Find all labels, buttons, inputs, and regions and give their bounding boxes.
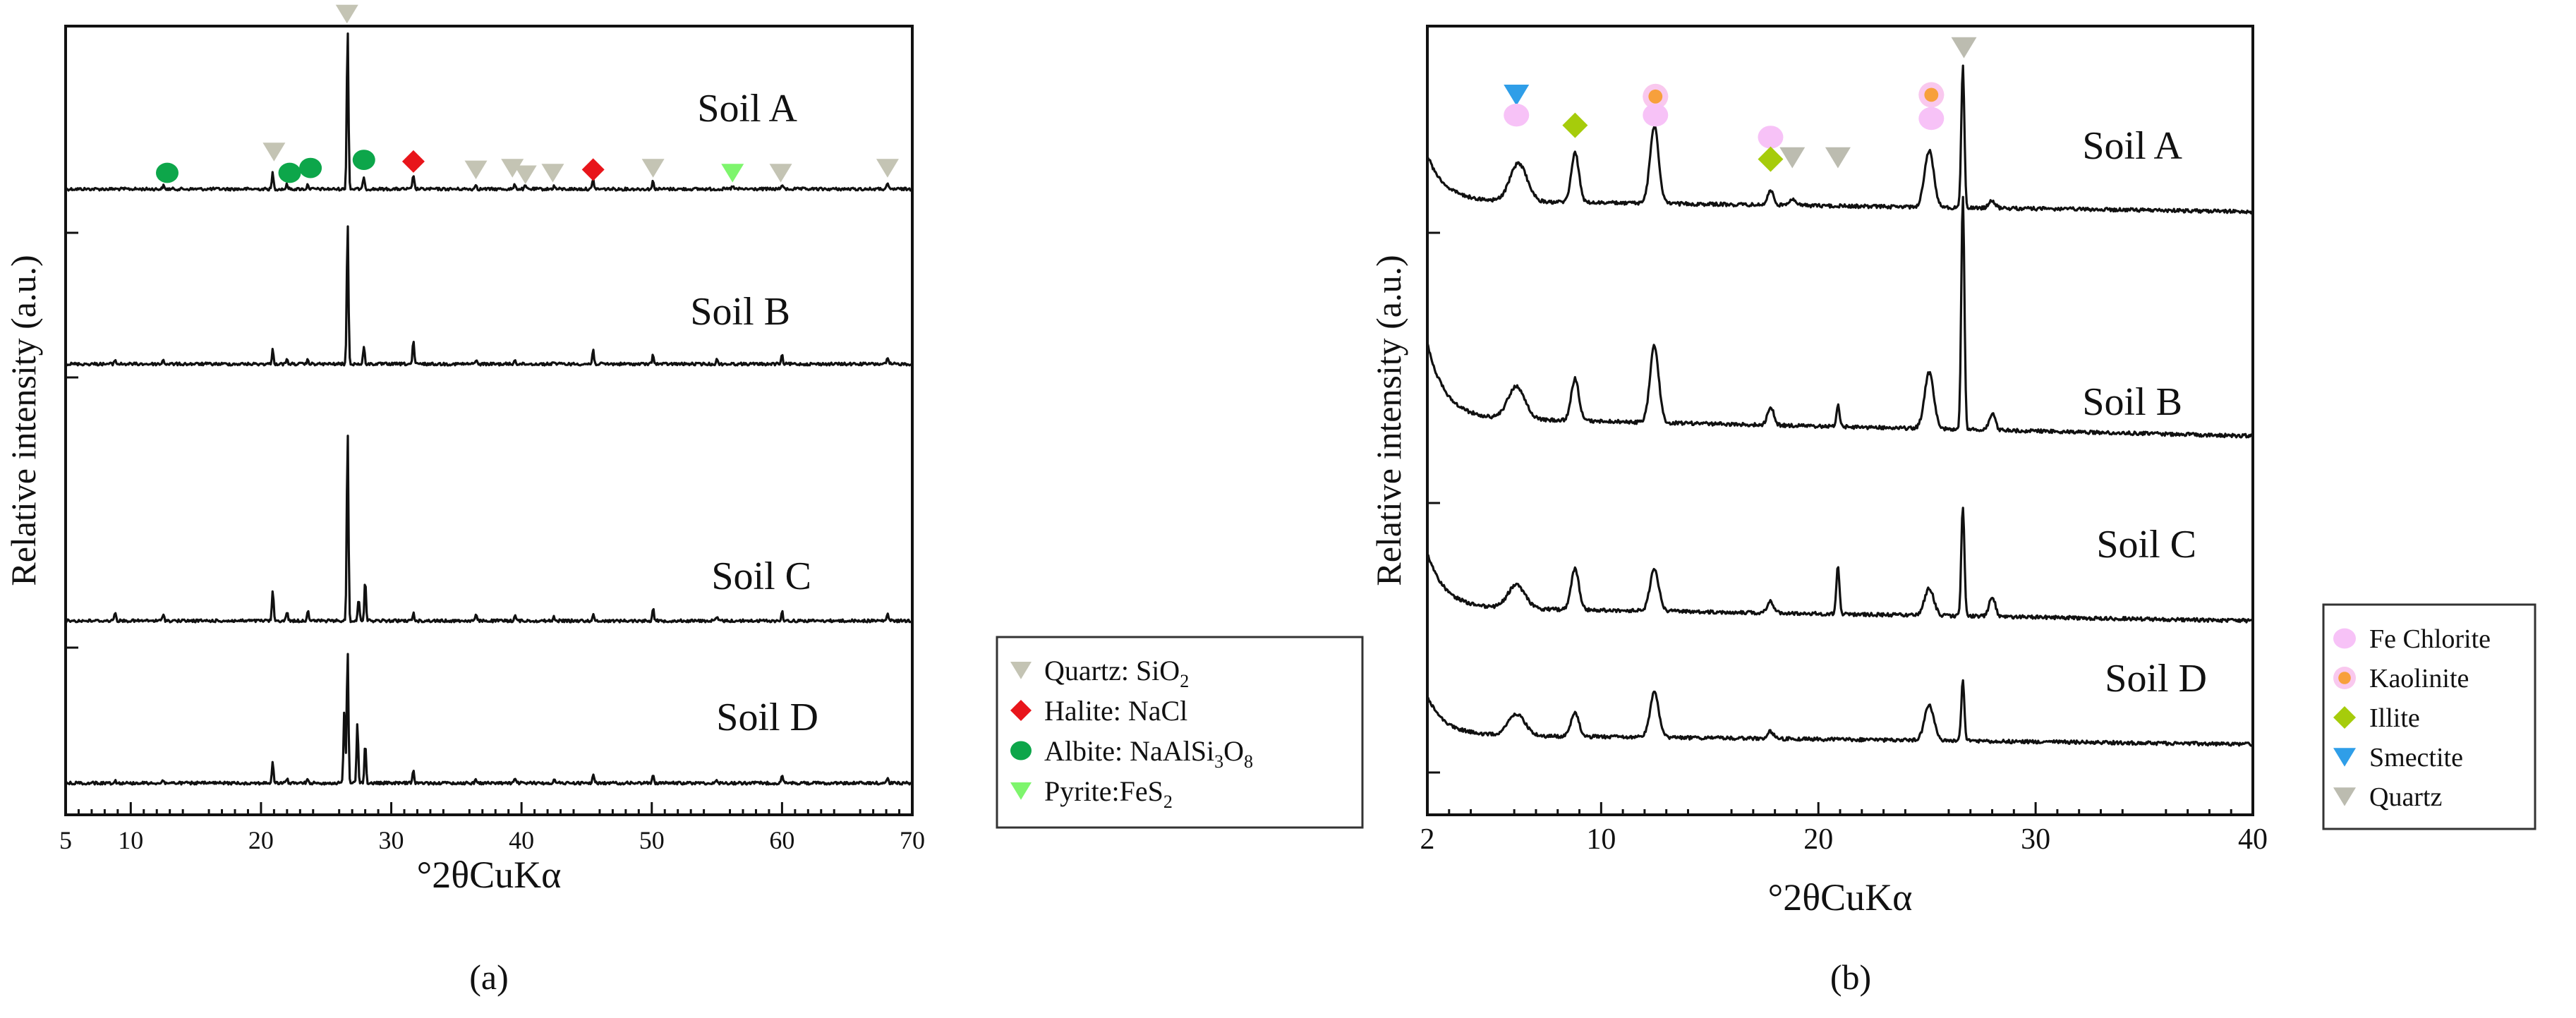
x-tick-label: 20 — [1803, 823, 1833, 856]
marker-quartz — [1825, 147, 1851, 169]
legend-label-fe-chlorite: Fe Chlorite — [2369, 624, 2491, 654]
panel-b-legend-box — [2322, 603, 2536, 830]
panel-a-x-axis-label: °2θCuKα — [417, 854, 562, 896]
legend-label-illite: Illite — [2369, 703, 2420, 733]
trace-soil-b — [1426, 195, 2254, 439]
panel-b-x-ticks: 2 10 20 30 40 — [1420, 802, 2268, 856]
x-tick-label: 2 — [1420, 823, 1435, 856]
soil-label: Soil A — [2082, 124, 2182, 168]
x-tick-label: 60 — [769, 826, 794, 854]
panel-a-x-ticks: 5 10 20 30 40 50 60 70 — [59, 802, 925, 854]
legend-label-quartz: Quartz — [2369, 782, 2442, 812]
panel-a-traces — [64, 32, 914, 786]
marker-quartz — [501, 159, 524, 178]
trace-soil-d — [1426, 679, 2254, 747]
marker-quartz — [769, 164, 792, 183]
panel-b-caption: (b) — [1830, 957, 1871, 997]
panel-b-traces — [1426, 64, 2254, 747]
marker-quartz — [262, 143, 286, 162]
x-tick-label: 30 — [2021, 823, 2050, 856]
legend-marker-pyrite — [1010, 782, 1032, 800]
marker-smectite — [1504, 85, 1530, 106]
panel-a-chart: 5 10 20 30 40 50 60 70 Soil A Soil B Soil C Soil D… — [4, 4, 925, 997]
legend-marker-illite — [2333, 706, 2356, 729]
panel-b-chart: 2 10 20 30 40 Soil A Soil B Soil C Soil D Relat… — [1369, 25, 2268, 997]
panel-b-x-axis-label: °2θCuKα — [1768, 876, 1913, 919]
soil-label: Soil C — [2096, 523, 2196, 566]
panel-a-frame — [64, 25, 914, 816]
marker-halite — [401, 150, 425, 173]
marker-quartz — [514, 165, 537, 184]
legend-marker-kaolinite — [2333, 667, 2356, 689]
marker-quartz — [335, 4, 358, 24]
legend-label-kaolinite: Kaolinite — [2369, 664, 2469, 693]
panel-a-soil-labels: Soil A Soil B Soil C Soil D — [690, 87, 818, 739]
marker-fe-chlorite — [1504, 104, 1530, 127]
marker-albite — [352, 150, 375, 171]
legend-marker-quartz — [1010, 662, 1032, 679]
marker-quartz — [541, 164, 564, 183]
x-tick-label: 70 — [900, 826, 925, 854]
panel-b-y-axis-label: Relative intensity (a.u.) — [1369, 255, 1408, 586]
marker-quartz — [1951, 37, 1977, 59]
legend-marker-albite — [1010, 741, 1032, 761]
x-tick-label: 40 — [2238, 823, 2268, 856]
panel-a-caption: (a) — [469, 957, 509, 997]
marker-albite — [299, 157, 322, 178]
marker-quartz — [641, 159, 665, 178]
panel-b-legend: Fe Chlorite Kaolinite Illite Smectite Quartz — [2322, 603, 2536, 830]
marker-quartz — [464, 160, 488, 179]
trace-soil-c — [65, 435, 913, 624]
x-tick-label: 40 — [509, 826, 534, 854]
marker-fe-chlorite — [1918, 107, 1945, 131]
x-tick-label: 30 — [379, 826, 404, 854]
panel-a-markers — [156, 4, 899, 184]
marker-quartz — [876, 159, 899, 178]
legend-label-pyrite: Pyrite:FeS2 — [1044, 775, 1173, 812]
marker-quartz — [1779, 147, 1806, 169]
panel-b-soil-labels: Soil A Soil B Soil C Soil D — [2082, 124, 2207, 701]
panel-b-separators — [1427, 231, 1440, 774]
x-tick-label: 10 — [1586, 823, 1616, 856]
marker-kaolinite — [1918, 82, 1945, 108]
panel-a-separators — [66, 231, 78, 649]
trace-soil-b — [64, 225, 914, 367]
soil-label: Soil D — [716, 696, 818, 739]
marker-albite — [278, 162, 301, 183]
marker-fe-chlorite — [1643, 104, 1669, 127]
panel-a-legend-box — [996, 636, 1364, 829]
x-tick-label: 20 — [248, 826, 274, 854]
soil-label: Soil B — [2082, 380, 2182, 424]
x-tick-label: 50 — [639, 826, 665, 854]
trace-soil-a — [1426, 64, 2254, 214]
panel-a-y-axis-label: Relative intensity (a.u.) — [4, 255, 43, 586]
legend-marker-fe-chlorite — [2333, 628, 2356, 649]
marker-halite — [581, 158, 605, 181]
x-tick-label: 10 — [118, 826, 143, 854]
soil-label: Soil B — [690, 290, 790, 334]
x-tick-label: 5 — [59, 826, 72, 854]
panel-b-markers — [1504, 37, 1977, 172]
soil-label: Soil C — [711, 555, 811, 598]
legend-label-quartz: Quartz: SiO2 — [1044, 655, 1189, 691]
trace-soil-a — [64, 32, 913, 192]
trace-soil-d — [65, 653, 913, 786]
marker-fe-chlorite — [1758, 126, 1784, 149]
legend-label-halite: Halite: NaCl — [1044, 695, 1187, 727]
legend-label-smectite: Smectite — [2369, 743, 2463, 772]
marker-illite — [1562, 112, 1588, 138]
legend-marker-quartz — [2333, 787, 2356, 806]
legend-marker-smectite — [2333, 748, 2356, 767]
marker-pyrite — [721, 164, 744, 183]
marker-albite — [156, 162, 179, 183]
marker-illite — [1758, 146, 1784, 172]
trace-soil-c — [1427, 507, 2254, 624]
soil-label: Soil D — [2105, 657, 2207, 701]
soil-label: Soil A — [697, 87, 797, 131]
marker-kaolinite — [1643, 83, 1669, 109]
legend-marker-halite — [1010, 700, 1032, 721]
